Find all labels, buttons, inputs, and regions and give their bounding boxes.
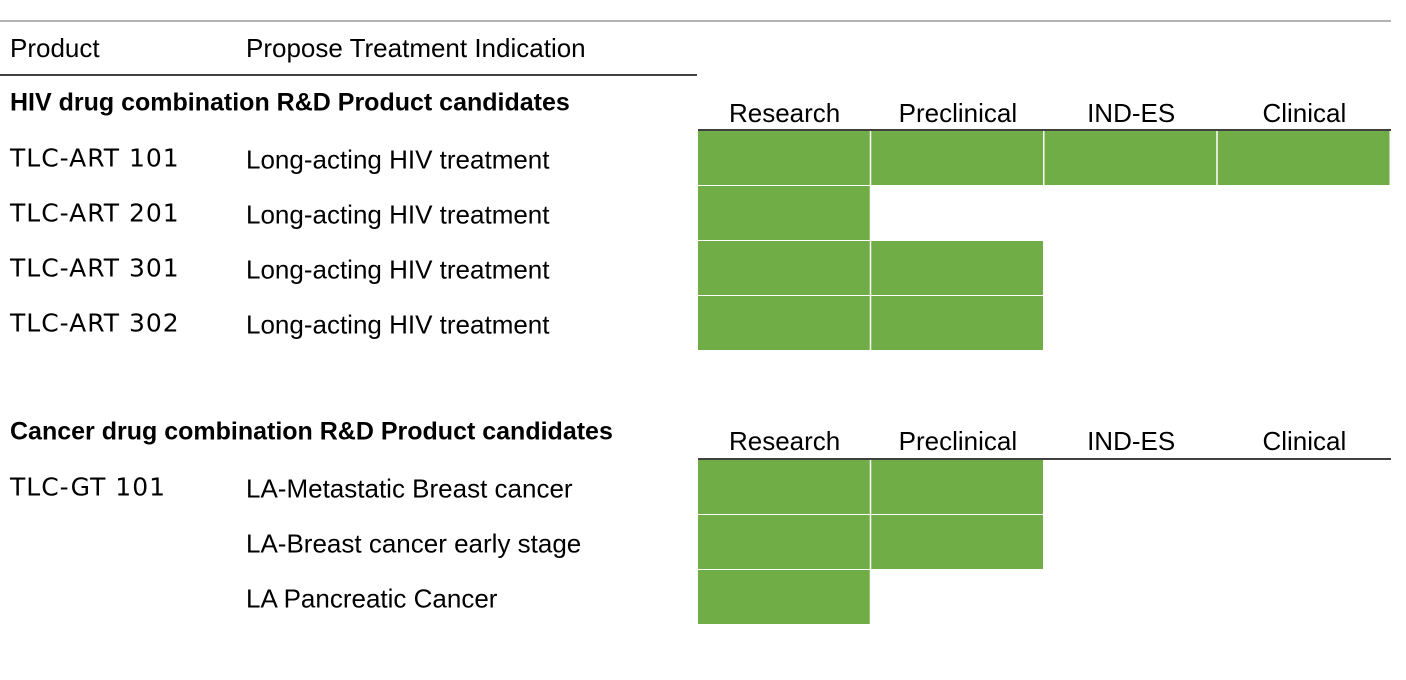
stage-cell	[698, 515, 870, 569]
indication: Long-acting HIV treatment	[246, 199, 550, 229]
indication: Long-acting HIV treatment	[246, 254, 550, 284]
stage-cell	[698, 241, 870, 295]
stage-cell	[698, 570, 870, 624]
product: TLC-ART 101	[9, 144, 180, 173]
indication: Long-acting HIV treatment	[246, 309, 550, 339]
indication: LA-Breast cancer early stage	[246, 528, 581, 558]
stage-cell	[698, 131, 870, 185]
stage-header: Research	[729, 98, 840, 128]
stage-cell	[1217, 131, 1390, 185]
stage-cell	[871, 460, 1043, 514]
stage-header: Clinical	[1262, 98, 1346, 128]
stage-cell	[698, 186, 870, 240]
stage-cell	[871, 296, 1043, 350]
stage-header: Preclinical	[899, 426, 1018, 456]
indication: Long-acting HIV treatment	[246, 144, 550, 174]
header-indication: Propose Treatment Indication	[246, 33, 586, 63]
header-product: Product	[10, 33, 100, 63]
stage-header: Research	[729, 426, 840, 456]
stage-header: IND-ES	[1087, 98, 1175, 128]
stage-header: Preclinical	[899, 98, 1018, 128]
product: TLC-GT 101	[9, 473, 166, 502]
stage-cell	[871, 241, 1043, 295]
stage-cell	[698, 296, 870, 350]
stage-header: Clinical	[1262, 426, 1346, 456]
stage-cell	[698, 460, 870, 514]
indication: LA-Metastatic Breast cancer	[246, 473, 573, 503]
product: TLC-ART 301	[9, 254, 180, 283]
section-title: HIV drug combination R&D Product candida…	[10, 89, 570, 117]
indication: LA Pancreatic Cancer	[246, 583, 498, 613]
stage-cell	[1044, 131, 1217, 185]
product: TLC-ART 302	[9, 309, 180, 338]
stage-cell	[871, 131, 1043, 185]
section-title: Cancer drug combination R&D Product cand…	[10, 418, 613, 446]
stage-header: IND-ES	[1087, 426, 1175, 456]
product: TLC-ART 201	[9, 199, 180, 228]
stage-cell	[871, 515, 1043, 569]
